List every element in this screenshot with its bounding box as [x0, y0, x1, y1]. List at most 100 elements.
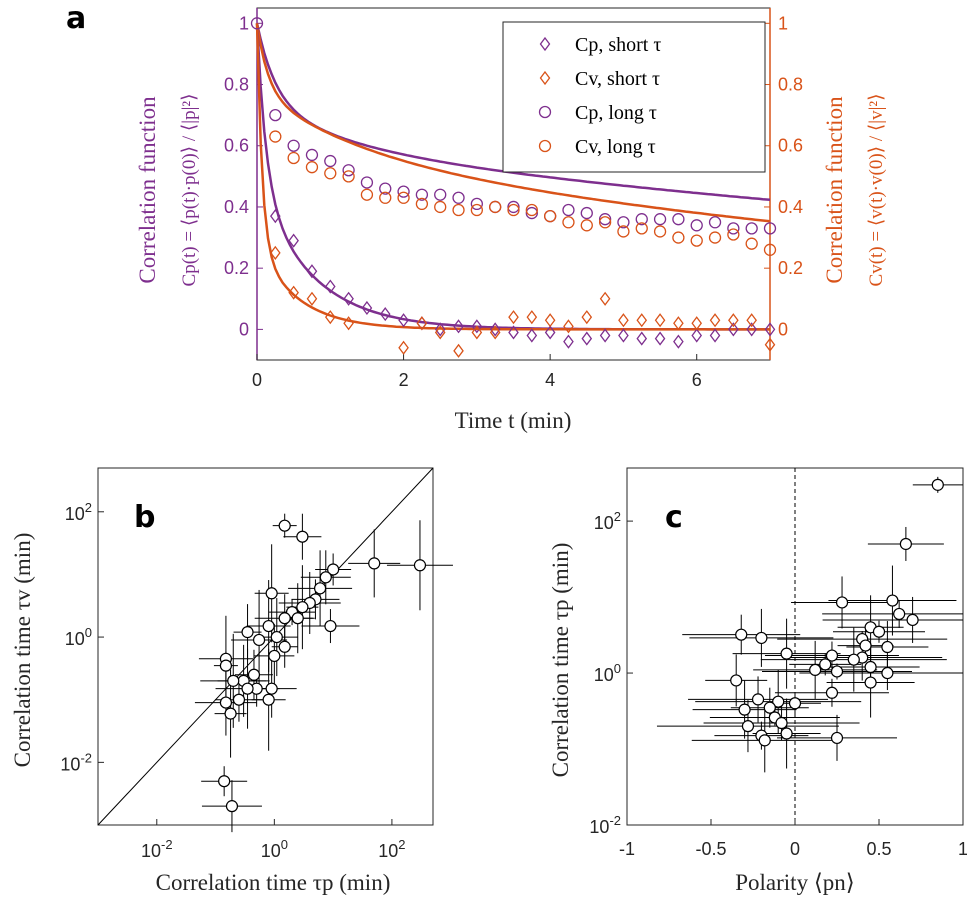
- data-point: [772, 695, 785, 708]
- panel-a-ytick-label-right: 0: [778, 319, 788, 339]
- point-3: [525, 203, 538, 217]
- panel-b-data: [194, 513, 453, 833]
- panel-b-ytick-label: 102: [65, 500, 92, 524]
- point-0: [270, 209, 281, 224]
- point-2: [305, 148, 319, 162]
- point-2: [745, 222, 758, 235]
- point-1: [728, 313, 739, 328]
- point-2: [617, 216, 630, 229]
- data-point: [738, 703, 751, 716]
- data-point: [313, 582, 327, 595]
- data-point: [847, 653, 860, 666]
- data-point: [265, 682, 278, 695]
- fit-cv-short: [255, 23, 770, 331]
- panel-a-ytick-label-right: 1: [778, 13, 788, 33]
- panel-letter-b: b: [134, 500, 155, 535]
- panel-a-data: [250, 17, 777, 358]
- point-1: [324, 310, 336, 325]
- data-point: [881, 666, 894, 680]
- panel-c-data: [656, 476, 963, 773]
- point-0: [636, 331, 648, 346]
- point-0: [563, 334, 574, 349]
- point-3: [415, 197, 429, 211]
- panel-a-ytick-label-right: 0.8: [778, 75, 803, 95]
- point-3: [269, 130, 282, 143]
- data-point: [219, 696, 233, 709]
- panel-a-ylabel-right-line2: Cv(t) = ⟨v(t)·v(0)⟩ / ⟨|v|²⟩: [866, 94, 887, 287]
- point-2: [415, 188, 429, 201]
- panel-b-xtick-label: 102: [378, 837, 405, 861]
- panel-a-ytick-label-left: 0.2: [224, 258, 249, 278]
- data-point: [225, 800, 239, 813]
- data-point: [219, 659, 233, 672]
- point-2: [269, 108, 282, 122]
- panel-a-xlabel: Time t (min): [455, 408, 572, 433]
- point-3: [287, 151, 300, 165]
- data-point: [780, 727, 793, 740]
- legend-marker: [539, 70, 551, 86]
- point-1: [526, 310, 538, 325]
- point-3: [763, 243, 777, 256]
- point-3: [324, 167, 337, 180]
- data-point: [262, 693, 275, 706]
- point-2: [690, 219, 703, 232]
- panel-c-ytick-label: 102: [594, 509, 621, 533]
- legend-label: Cv, short τ: [575, 68, 660, 90]
- data-point: [252, 633, 266, 647]
- data-point: [825, 686, 839, 699]
- data-point: [265, 587, 278, 600]
- point-0: [379, 307, 391, 322]
- point-1: [270, 245, 281, 260]
- point-3: [617, 225, 630, 238]
- data-point: [413, 559, 427, 572]
- data-point: [218, 775, 231, 788]
- point-0: [618, 328, 629, 343]
- panel-c-xtick-label: -0.5: [695, 839, 726, 859]
- data-point: [872, 625, 886, 638]
- point-1: [416, 316, 428, 331]
- point-3: [708, 231, 722, 244]
- data-point: [809, 663, 822, 677]
- data-point: [368, 557, 381, 570]
- data-point: [291, 612, 304, 625]
- legend-marker: [539, 36, 551, 52]
- point-2: [525, 206, 538, 220]
- point-2: [287, 139, 300, 152]
- legend-label: Cp, long τ: [575, 102, 657, 124]
- data-point: [241, 626, 254, 639]
- data-point: [758, 734, 771, 747]
- point-0: [306, 264, 318, 279]
- data-point: [224, 707, 237, 720]
- point-3: [543, 209, 557, 223]
- panel-a-xtick-label: 6: [692, 370, 702, 390]
- panel-b-identity-line: [97, 467, 434, 826]
- data-point: [751, 693, 765, 706]
- point-2: [635, 213, 648, 226]
- point-3: [745, 237, 758, 250]
- point-2: [452, 191, 465, 204]
- data-point: [735, 628, 748, 641]
- data-point: [327, 563, 340, 576]
- data-point: [227, 674, 240, 687]
- panel-a-ytick-label-left: 0: [239, 319, 249, 339]
- panel-a-ytick-label-right: 0.2: [778, 258, 803, 278]
- panel-c-ytick-label: 100: [594, 661, 621, 685]
- point-1: [306, 291, 318, 306]
- point-1: [453, 343, 464, 358]
- point-1: [434, 325, 446, 340]
- data-point: [296, 530, 309, 543]
- point-0: [654, 331, 666, 346]
- panel-c-ylabel: Correlation time τp (min): [548, 543, 573, 778]
- panel-b-xtick-label: 100: [261, 837, 288, 861]
- point-3: [397, 191, 410, 204]
- point-0: [489, 322, 501, 337]
- data-point: [241, 682, 254, 695]
- data-point: [319, 571, 332, 584]
- point-3: [672, 231, 685, 244]
- legend-label: Cv, long τ: [575, 136, 656, 158]
- point-3: [653, 225, 667, 238]
- point-3: [580, 219, 593, 232]
- data-point: [730, 674, 743, 687]
- panel-a-legend: Cp, short τ Cv, short τ Cp, long τ Cv, long…: [502, 21, 766, 173]
- point-0: [673, 334, 684, 349]
